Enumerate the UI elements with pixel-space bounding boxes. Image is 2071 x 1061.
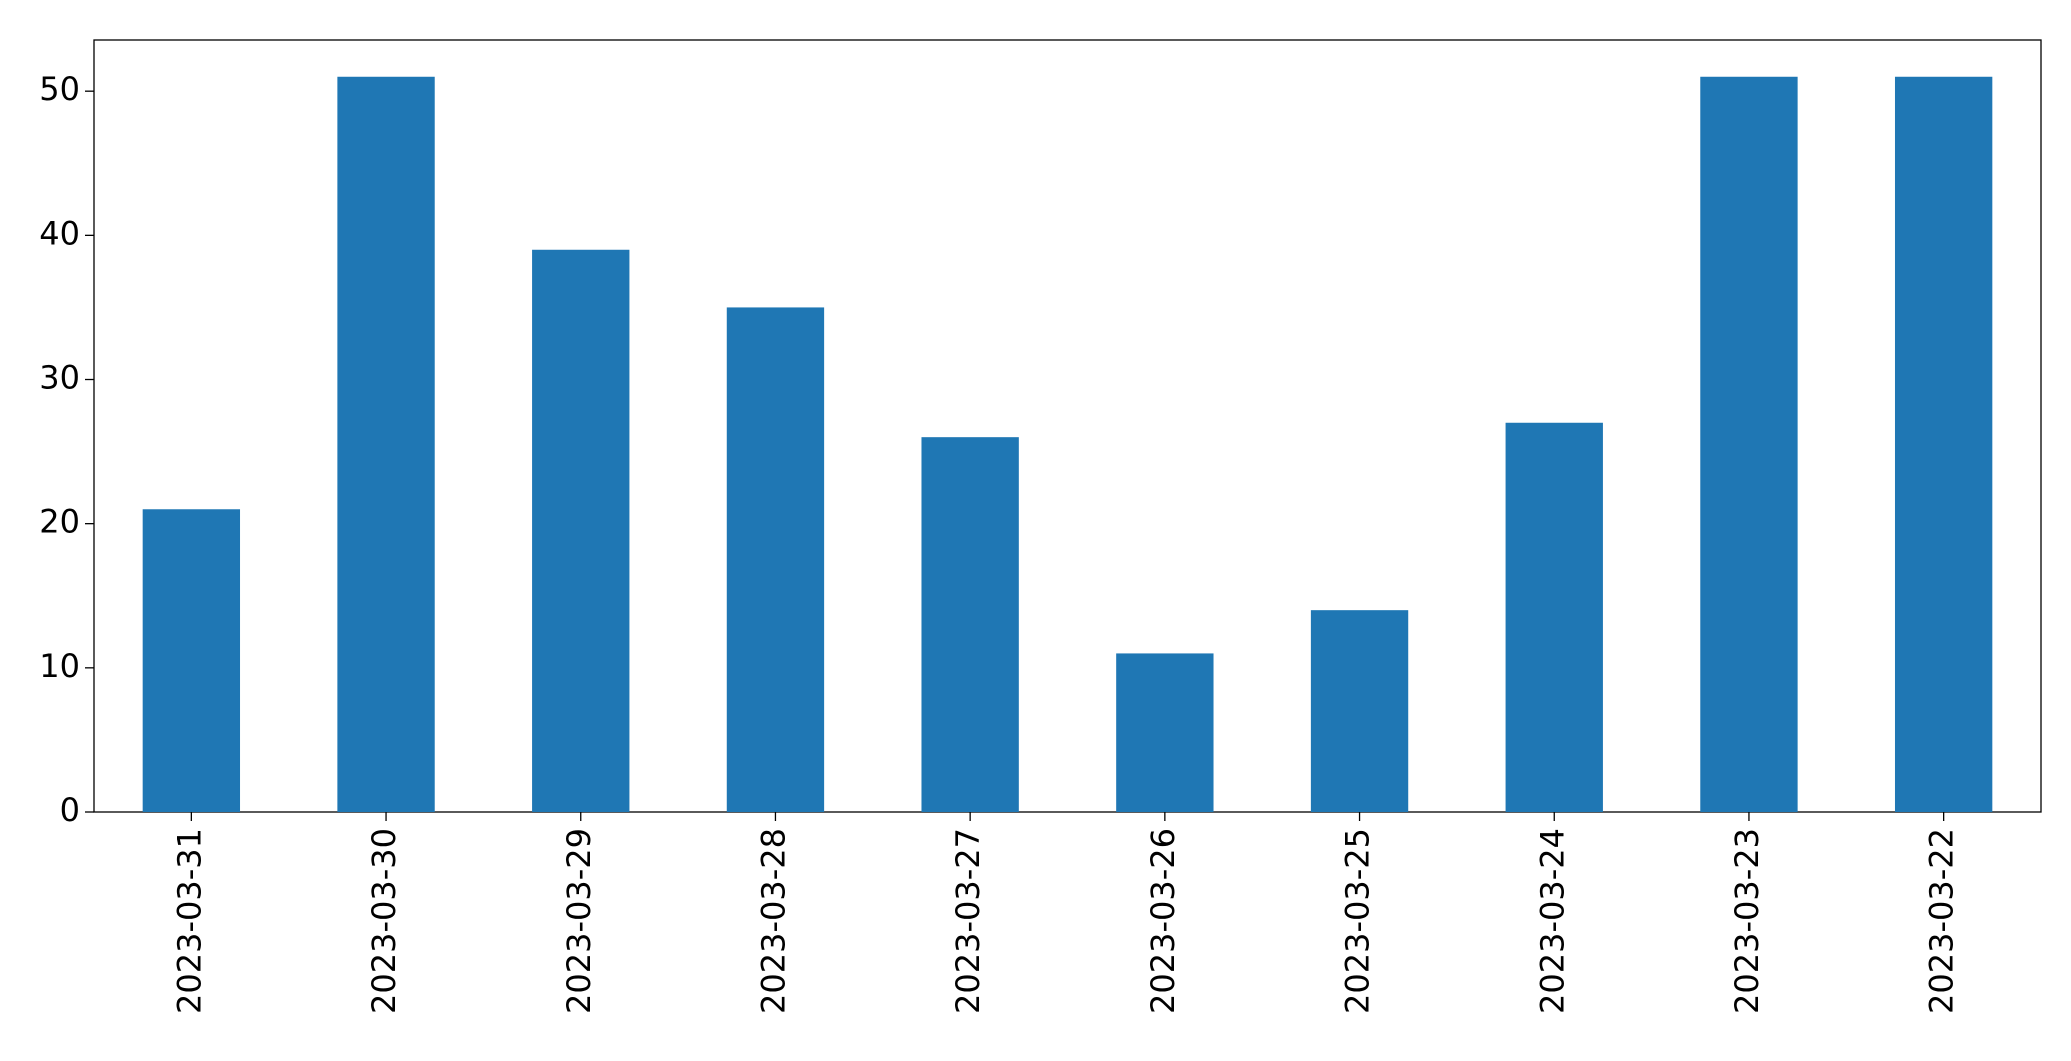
x-tick-label: 2023-03-25: [1339, 828, 1377, 1014]
bar: [532, 249, 630, 813]
x-tick-label: 2023-03-23: [1728, 828, 1766, 1014]
x-tick-label: 2023-03-26: [1144, 828, 1182, 1014]
x-tick-label: 2023-03-30: [365, 828, 403, 1014]
y-tick-label: 40: [39, 214, 80, 252]
x-tick-label: 2023-03-24: [1533, 828, 1571, 1014]
y-tick-label: 20: [39, 503, 80, 541]
bar: [921, 437, 1019, 812]
y-tick-label: 50: [39, 70, 80, 108]
y-tick-label: 0: [60, 791, 80, 829]
y-tick-label: 10: [39, 647, 80, 685]
x-tick-label: 2023-03-22: [1923, 828, 1961, 1014]
y-tick-label: 30: [39, 359, 80, 397]
bar: [337, 76, 435, 812]
x-tick-label: 2023-03-28: [754, 828, 792, 1014]
bar: [1116, 653, 1214, 812]
bar: [726, 307, 825, 812]
x-tick-label: 2023-03-31: [170, 828, 208, 1014]
x-tick-label: 2023-03-27: [949, 828, 987, 1014]
bar: [1700, 76, 1798, 812]
bar: [1894, 76, 1993, 812]
bar: [1505, 422, 1603, 812]
bar: [1310, 610, 1409, 812]
x-tick-label: 2023-03-29: [560, 828, 598, 1014]
plot-frame: [93, 39, 2042, 813]
bar: [142, 509, 241, 812]
